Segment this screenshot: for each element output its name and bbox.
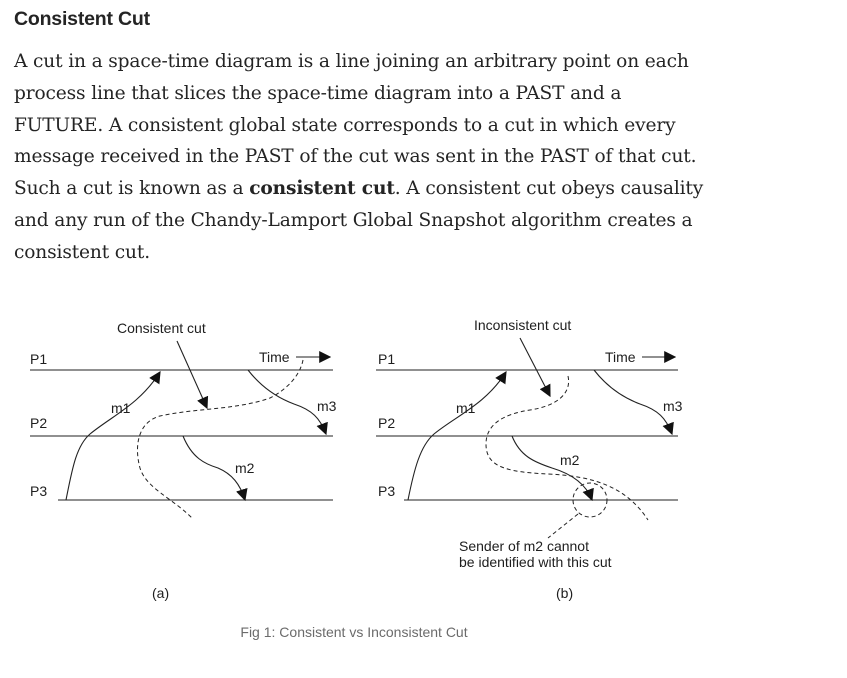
- diagram-b-highlight-circle: [572, 482, 608, 518]
- diagram-b-m3-label: m3: [663, 398, 683, 414]
- diagram-b-title: Inconsistent cut: [474, 317, 571, 333]
- diagram-a-time-label: Time: [259, 349, 290, 365]
- section-heading: Consistent Cut: [14, 8, 150, 30]
- diagram-a-cut-pointer: [176, 340, 209, 410]
- space-time-figure: Consistent cut P1 P2 P3 Time m1 m2 m3 (a…: [30, 317, 683, 601]
- diagram-b-m1-label: m1: [456, 400, 476, 416]
- diagram-a-message-m3: [247, 369, 328, 436]
- diagram-b-message-m1: [407, 370, 507, 501]
- diagram-a-p3-label: P3: [30, 483, 47, 499]
- bold-term: consistent cut: [249, 178, 395, 200]
- diagram-b-note-line-1: Sender of m2 cannot: [459, 538, 589, 554]
- diagram-b-message-m2: [511, 435, 594, 502]
- diagram-b-time-label: Time: [605, 349, 636, 365]
- diagram-a-p2-label: P2: [30, 415, 47, 431]
- diagram-b-cut-pointer: [519, 337, 551, 398]
- diagram-b-p3-label: P3: [378, 483, 395, 499]
- diagram-a: Consistent cut P1 P2 P3 Time m1 m2 m3 (a…: [30, 320, 337, 601]
- body-paragraph: A cut in a space-time diagram is a line …: [14, 46, 714, 269]
- diagram-a-title: Consistent cut: [117, 320, 206, 336]
- diagram-a-message-m2: [182, 435, 248, 502]
- diagram-a-cut-line: [137, 359, 304, 519]
- diagram-a-message-m1: [65, 370, 161, 501]
- paragraph-text-1: A cut in a space-time diagram is a line …: [14, 51, 697, 200]
- diagram-b-note-pointer: [547, 513, 579, 539]
- diagram-b-m2-label: m2: [560, 452, 580, 468]
- diagram-b: Inconsistent cut P1 P2 P3 Time m1 m2 m3 …: [376, 317, 683, 601]
- diagram-b-cut-line: [485, 375, 649, 521]
- diagram-a-m2-label: m2: [235, 460, 255, 476]
- diagram-a-p1-label: P1: [30, 351, 47, 367]
- diagram-b-note-line-2: be identified with this cut: [459, 554, 612, 570]
- diagram-a-sublabel: (a): [152, 585, 169, 601]
- diagram-a-m1-label: m1: [111, 400, 131, 416]
- diagram-b-sublabel: (b): [556, 585, 573, 601]
- diagram-b-message-m3: [593, 369, 674, 436]
- figure-caption: Fig 1: Consistent vs Inconsistent Cut: [240, 624, 468, 640]
- paragraph-text-2: . A consistent cut obeys causality and a…: [14, 178, 704, 263]
- diagram-a-m3-label: m3: [317, 398, 337, 414]
- diagram-b-p2-label: P2: [378, 415, 395, 431]
- diagram-b-p1-label: P1: [378, 351, 395, 367]
